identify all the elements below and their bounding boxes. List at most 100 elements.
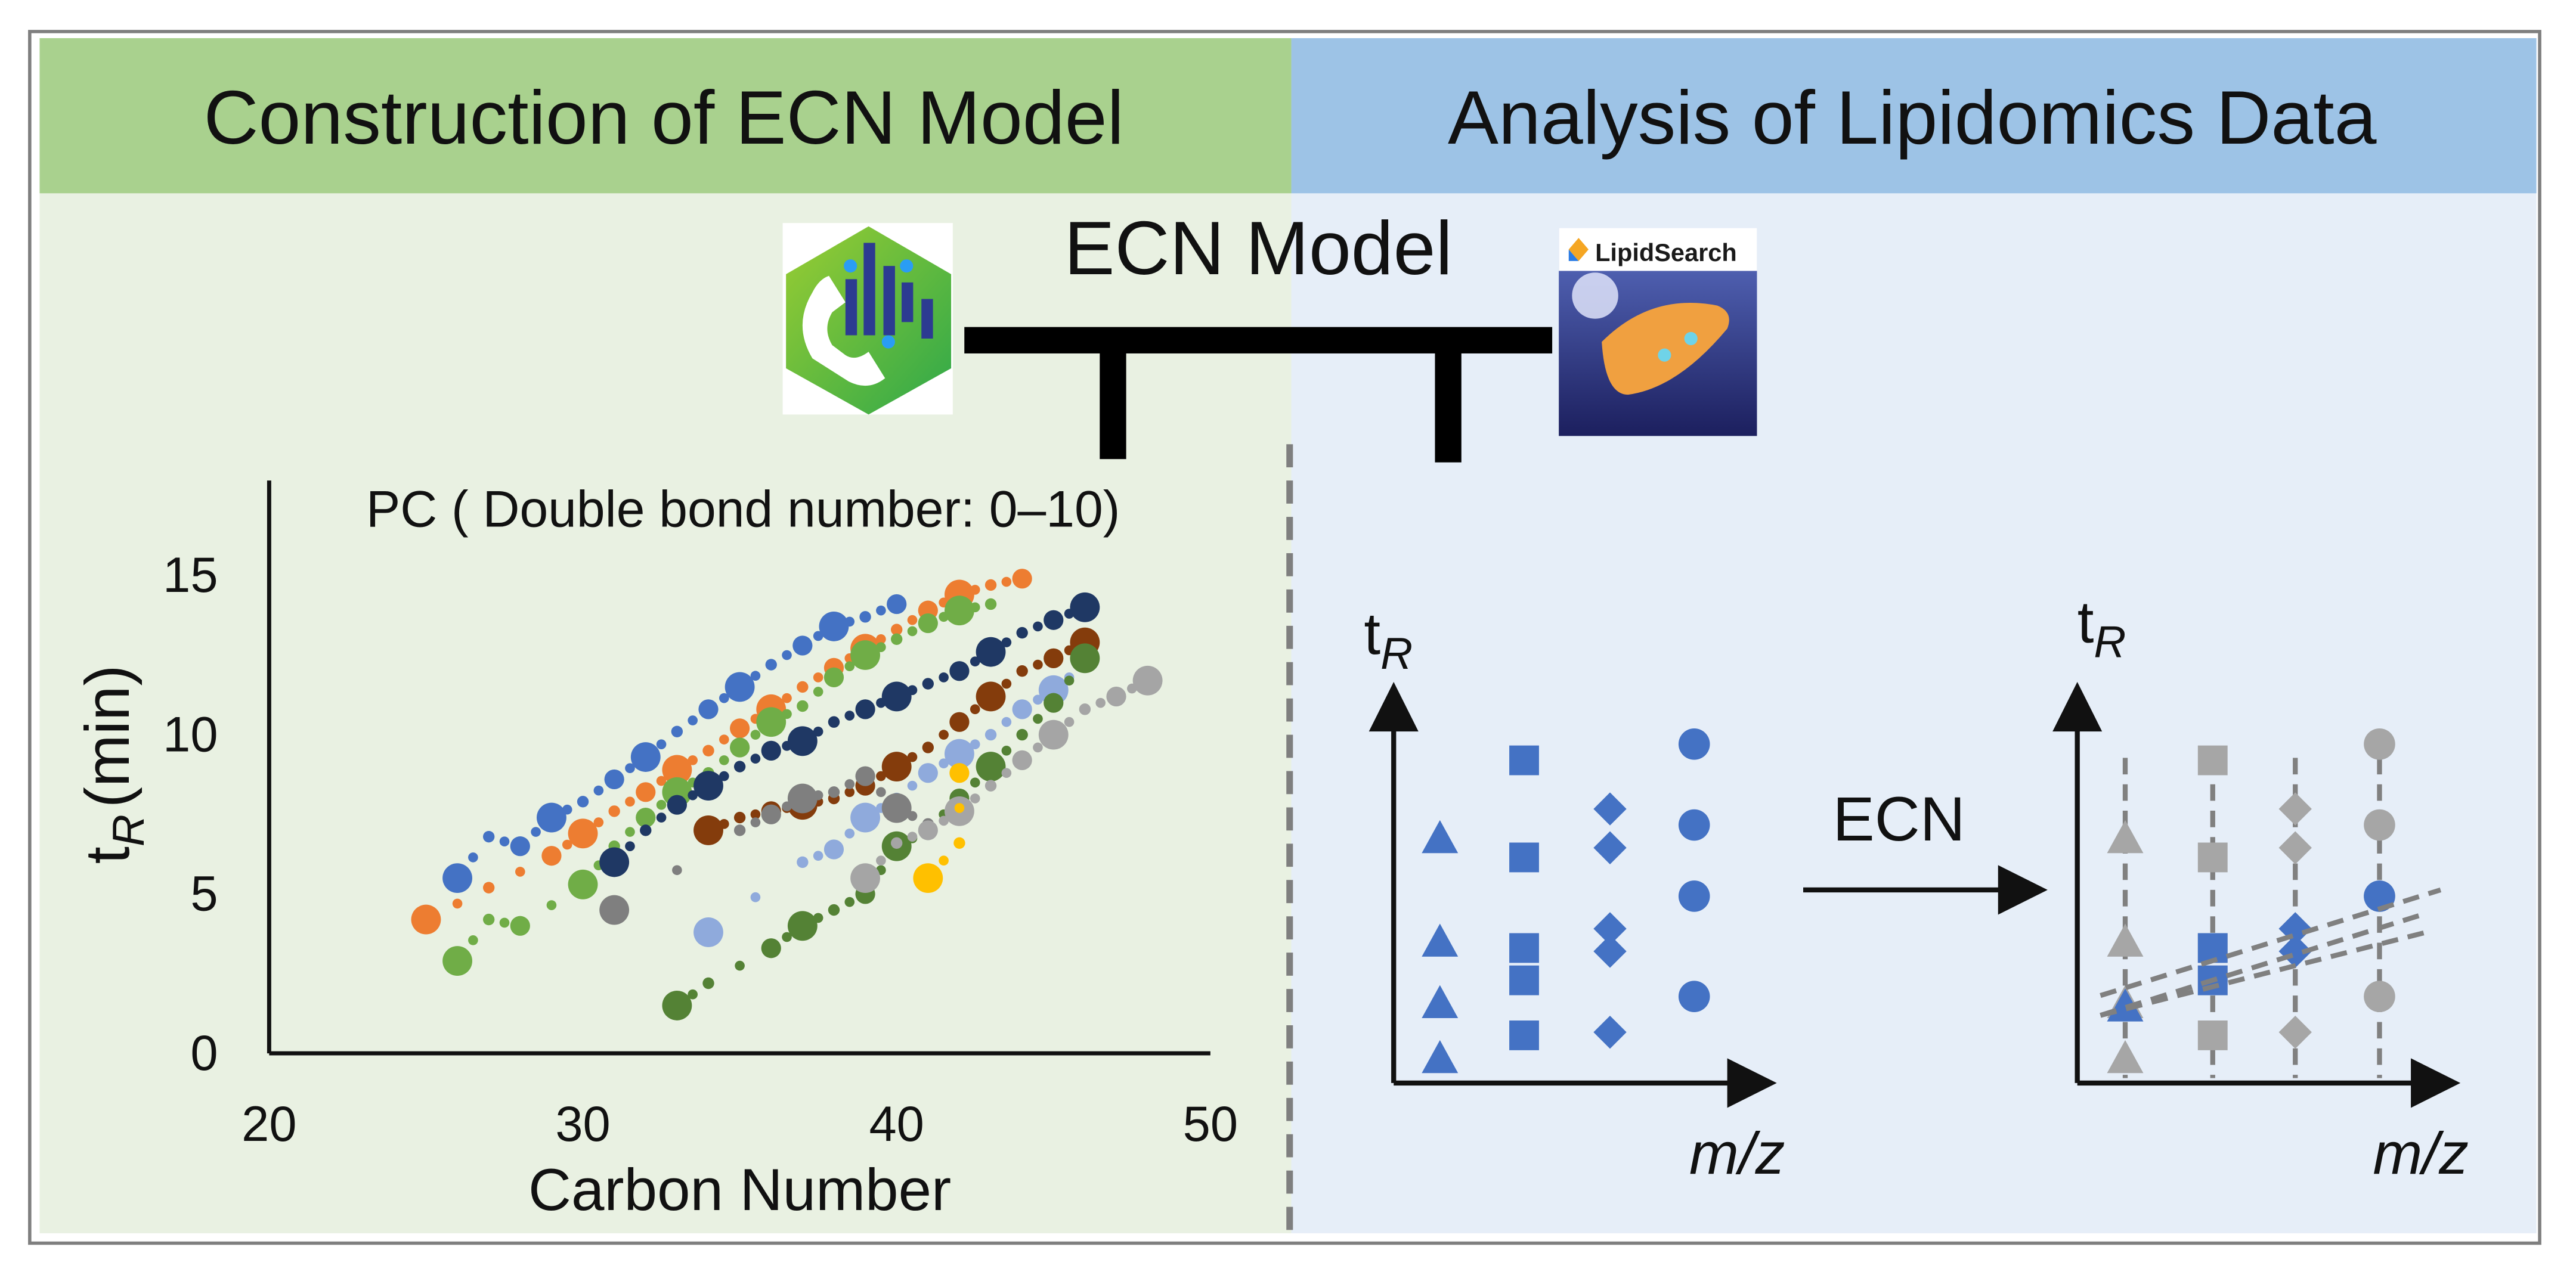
diamond-marker (1593, 935, 1627, 968)
x-tick-label: 40 (869, 1096, 924, 1152)
scatter-point (984, 728, 997, 741)
raw-plot-y-arrowhead (1368, 682, 1419, 732)
scatter-point (1012, 750, 1032, 770)
scatter-point-small (531, 827, 541, 837)
scatter-point (945, 739, 974, 769)
scatter-point (1016, 665, 1028, 677)
scatter-point-small (750, 730, 761, 740)
scatter-point (510, 916, 530, 936)
scatter-point-small (813, 726, 823, 737)
scatter-point (823, 839, 844, 860)
scatter-point-small (970, 602, 980, 613)
scatter-point-small (468, 935, 478, 945)
scatter-point (662, 755, 692, 785)
y-tick-label: 15 (163, 547, 218, 603)
scatter-point (765, 659, 777, 671)
circle-marker (1678, 809, 1710, 841)
scatter-point-small (907, 685, 918, 696)
scatter-point (823, 667, 844, 688)
scatter-point-small (1001, 716, 1012, 727)
scatter-point-small (813, 687, 823, 697)
right-header-title: Analysis of Lipidomics Data (1448, 75, 2377, 160)
scatter-point-small (1064, 675, 1075, 686)
scatter-point (819, 611, 849, 641)
scatter-point-small (750, 671, 761, 681)
scatter-point (442, 946, 472, 976)
square-marker (1509, 965, 1539, 995)
square-marker (2197, 745, 2228, 776)
scatter-point (608, 805, 620, 817)
ecn-plot-y-label: tR (2077, 590, 2126, 667)
scatter-point (693, 815, 723, 845)
scatter-point-small (719, 734, 729, 745)
scatter-point-small (876, 787, 886, 798)
scatter-point (702, 745, 714, 757)
scatter-point (577, 796, 589, 808)
scatter-point (537, 802, 566, 833)
scatter-point (730, 737, 750, 758)
scatter-point-small (907, 615, 918, 625)
scatter-point (761, 740, 781, 761)
scatter-point (828, 716, 840, 728)
tr-mz-plot-ecn: tR m/z (2052, 590, 2469, 1187)
scatter-point-small (844, 787, 855, 798)
scatter-point (1070, 592, 1100, 622)
scatter-point (636, 782, 656, 802)
scatter-point (881, 681, 912, 712)
scatter-point-small (1033, 621, 1043, 632)
scatter-point (787, 911, 818, 941)
scatter-point-small (844, 828, 855, 839)
scatter-point-small (625, 763, 635, 774)
scatter-point (483, 913, 495, 926)
scatter-point (887, 594, 907, 615)
scatter-point-small (562, 839, 572, 850)
scatter-point (855, 699, 875, 719)
scatter-point (1132, 665, 1163, 696)
scatter-point (733, 824, 746, 836)
scatter-point (787, 783, 818, 814)
scatter-point (724, 672, 755, 702)
scatter-point-small (656, 799, 667, 810)
chart-y-label: tR(min) (73, 665, 153, 864)
scatter-point-small (876, 634, 886, 644)
scatter-point-small (876, 605, 886, 616)
scatter-point (636, 807, 656, 828)
scatter-point (761, 804, 781, 824)
scatter-point (1038, 719, 1069, 750)
scatter-point-small (844, 897, 855, 907)
scatter-point (949, 661, 970, 681)
scatter-point-small (750, 809, 761, 820)
scatter-point-small (719, 771, 729, 781)
scatter-point (949, 712, 970, 732)
y-tick-label: 5 (190, 866, 218, 922)
chart-x-label: Carbon Number (528, 1157, 951, 1223)
scatter-point (855, 766, 875, 786)
scatter-point-small (813, 631, 823, 641)
svg-text:tR(min): tR(min) (73, 665, 153, 864)
scatter-point-small (735, 960, 745, 971)
scatter-point-small (907, 752, 918, 762)
scatter-point-small (1033, 659, 1043, 670)
scatter-point-small (844, 661, 855, 672)
scatter-point-small (719, 693, 729, 703)
scatter-point (483, 830, 495, 843)
scatter-point-small (656, 812, 667, 823)
triangle-marker (2107, 923, 2144, 957)
scatter-point-small (970, 704, 980, 715)
scatter-point (922, 678, 934, 690)
scatter-point-small (750, 753, 761, 764)
scatter-point-small (813, 851, 823, 861)
scatter-point-small (970, 656, 980, 666)
scatter-point (1012, 699, 1032, 719)
right-panel-background (1291, 193, 2537, 1233)
scatter-point (984, 780, 997, 792)
chart-title: PC ( Double bond number: 0–10) (366, 481, 1120, 538)
scatter-point (702, 977, 714, 989)
scatter-point-small (1033, 714, 1043, 724)
square-marker (1509, 933, 1539, 963)
scatter-point (918, 820, 938, 840)
scatter-point-small (593, 785, 604, 796)
left-header-band (39, 38, 1292, 194)
scatter-point-small (876, 855, 886, 866)
scatter-point-small (515, 867, 525, 877)
